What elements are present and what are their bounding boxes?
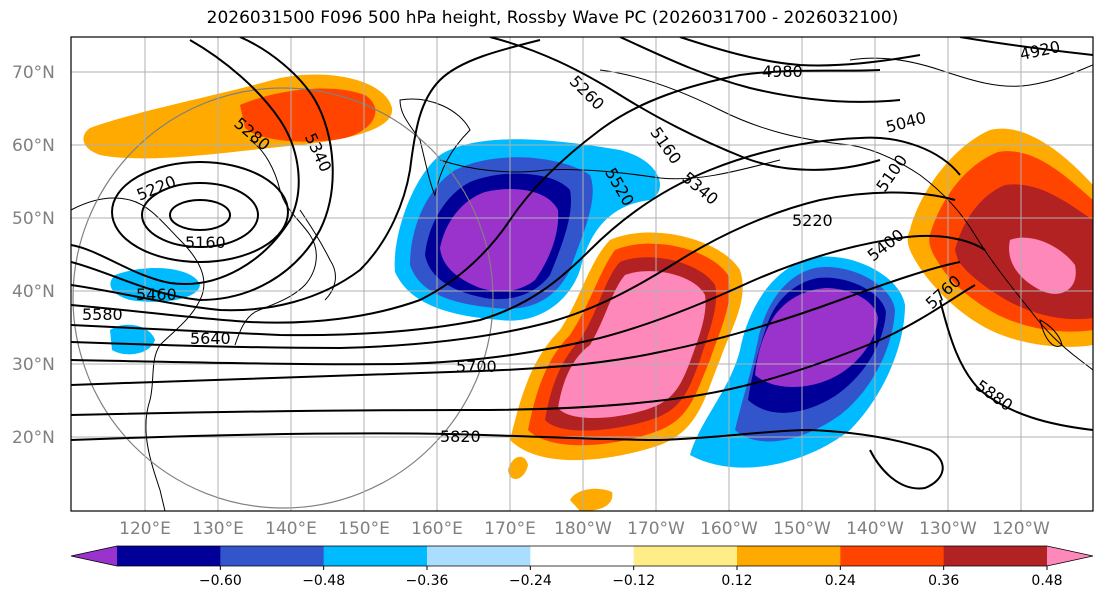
contour-5700: [71, 261, 961, 386]
positive-anomaly-siberia-core: [240, 88, 376, 142]
japan-coast: [299, 209, 336, 301]
positive-anomaly-dateline-core: [558, 271, 706, 418]
contour-5460: [71, 69, 881, 324]
contour-label-5700: 5700: [456, 357, 497, 376]
contour-5160-low: [141, 182, 259, 248]
gridlines: [71, 37, 1093, 511]
longitude-labels: 120°E 130°E 140°E 150°E 160°E 170°E 180°…: [119, 519, 1050, 539]
map-area: 4920 4980 5040 5100 5160 5220 5220 5260 …: [71, 37, 1093, 511]
map-frame: [70, 36, 1094, 512]
contour-5100-ne: [619, 37, 901, 103]
contour-5220-ne: [489, 37, 881, 171]
lat-label-40n: 40°N: [12, 282, 55, 302]
colorbar-label: 0.48: [1031, 573, 1062, 589]
contour-4920: [959, 37, 1093, 56]
colorbar-label: −0.12: [612, 573, 655, 589]
map-title: 2026031500 F096 500 hPa height, Rossby W…: [206, 8, 899, 28]
colorbar-segment: [530, 546, 635, 566]
aleutian-arc: [439, 159, 781, 180]
colorbar-label: −0.48: [302, 573, 345, 589]
lon-label-170e: 170°E: [484, 519, 536, 539]
negative-anomaly-china: [110, 324, 155, 355]
colorbar-segments: [117, 546, 1048, 566]
lon-label-120e: 120°E: [119, 519, 171, 539]
height-contours: [71, 37, 1093, 490]
colorbar-segment: [117, 546, 221, 566]
lat-label-70n: 70°N: [12, 63, 55, 83]
negative-anomaly-japan: [110, 267, 200, 302]
baja-coast: [1039, 319, 1063, 347]
colorbar-segment: [633, 546, 738, 566]
lon-label-170w: 170°W: [627, 519, 685, 539]
contour-label-4980: 4980: [762, 62, 803, 81]
colorbar-label: −0.60: [199, 573, 242, 589]
contour-label-5820: 5820: [440, 427, 481, 446]
lon-label-160w: 160°W: [700, 519, 758, 539]
kamchatka: [399, 98, 471, 197]
colorbar-segment: [943, 546, 1048, 566]
lon-label-140w: 140°W: [846, 519, 904, 539]
contour-5820: [71, 428, 944, 490]
latitude-labels: 70°N 60°N 50°N 40°N 30°N 20°N: [12, 63, 55, 448]
lon-label-130w: 130°W: [919, 519, 977, 539]
contour-4980: [679, 37, 921, 67]
colorbar-label: 0.12: [721, 573, 752, 589]
colorbar-segment: [323, 546, 428, 566]
contour-5340: [71, 37, 334, 302]
lat-label-60n: 60°N: [12, 136, 55, 156]
lon-label-180w: 180°W: [554, 519, 612, 539]
lon-label-140e: 140°E: [265, 519, 317, 539]
contour-label-5640: 5640: [190, 329, 231, 348]
lat-label-50n: 50°N: [12, 209, 55, 229]
colorbar-segment: [220, 546, 325, 566]
lon-label-130e: 130°E: [192, 519, 244, 539]
lon-label-150e: 150°E: [338, 519, 390, 539]
projection-circle: [72, 87, 494, 509]
contour-5520: [71, 136, 961, 337]
contour-5100-low: [169, 199, 231, 231]
colorbar-segment: [840, 546, 945, 566]
lat-label-30n: 30°N: [12, 355, 55, 375]
contour-5580: [71, 191, 956, 350]
contour-label-5460: 5460: [136, 285, 177, 304]
colorbar-label: 0.24: [825, 573, 856, 589]
positive-anomaly-tropical: [570, 488, 613, 511]
colorbar-frame: [70, 545, 1094, 567]
contour-5220-low: [111, 161, 289, 263]
colorbar-segment: [737, 546, 841, 566]
contour-5640: [71, 234, 986, 366]
contour-5880: [939, 299, 1093, 431]
positive-anomaly-tropical-small: [508, 456, 528, 480]
colorbar-segment: [427, 546, 531, 566]
contour-label-5160: 5160: [185, 233, 226, 252]
lat-label-20n: 20°N: [12, 428, 55, 448]
north-america-coast: [599, 69, 1093, 371]
colorbar-label: −0.36: [406, 573, 449, 589]
contour-5760: [71, 284, 976, 416]
contour-label-5580: 5580: [82, 305, 123, 324]
colorbar-label: −0.24: [509, 573, 552, 589]
lon-label-160e: 160°E: [411, 519, 463, 539]
colorbar-extend-left: [71, 546, 117, 566]
colorbar-extend-right: [1047, 546, 1093, 566]
contour-label-5220: 5220: [792, 211, 833, 230]
negative-anomaly-ne-pacific-core: [755, 288, 878, 388]
lon-label-150w: 150°W: [773, 519, 831, 539]
contour-5280: [71, 39, 300, 285]
positive-anomaly-north-america-peak: [1009, 237, 1076, 294]
colorbar: −0.60 −0.48 −0.36 −0.24 −0.12 0.12 0.24 0.36 0.4…: [70, 545, 1094, 589]
east-asia-coast: [234, 139, 317, 346]
lon-label-120w: 120°W: [992, 519, 1050, 539]
contour-5400: [71, 39, 541, 312]
colorbar-label: 0.36: [928, 573, 959, 589]
colorbar-labels: −0.60 −0.48 −0.36 −0.24 −0.12 0.12 0.24 0.36 0.4…: [199, 566, 1063, 589]
